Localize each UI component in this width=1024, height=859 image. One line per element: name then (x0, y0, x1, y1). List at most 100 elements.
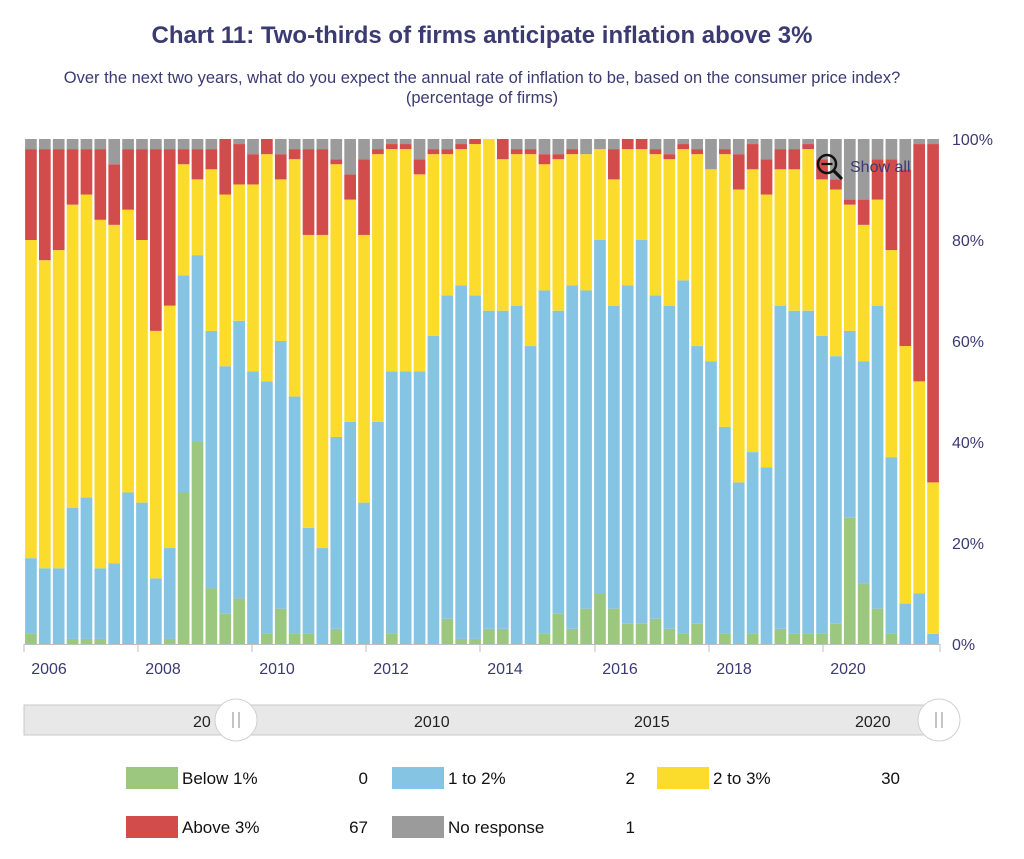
bar-stack-8[interactable] (122, 139, 134, 644)
bar-stack-14[interactable] (205, 139, 218, 644)
bar-segment-below-1 (455, 638, 468, 644)
bar-stack-30[interactable] (427, 139, 440, 644)
navigator-left-handle[interactable] (214, 698, 258, 742)
bar-stack-55[interactable] (774, 139, 787, 644)
bar-segment-below-1 (608, 608, 620, 644)
bar-stack-15[interactable] (219, 139, 232, 644)
bar-stack-21[interactable] (302, 139, 315, 644)
legend-item-above-3[interactable]: Above 3% 67 (126, 815, 368, 839)
bar-stack-34[interactable] (483, 139, 495, 644)
legend-item-below-1[interactable]: Below 1% 0 (126, 766, 368, 790)
bar-segment-above-3 (524, 149, 537, 155)
bar-stack-7[interactable] (108, 139, 121, 644)
range-navigator[interactable]: 20 2010 2015 2020 (23, 698, 961, 742)
bar-stack-61[interactable] (857, 139, 870, 644)
bar-stack-64[interactable] (899, 139, 912, 644)
bar-stack-51[interactable] (719, 139, 731, 644)
bar-stack-6[interactable] (94, 139, 107, 644)
bar-segment-above-3 (802, 144, 814, 150)
bar-stack-42[interactable] (594, 139, 606, 644)
bar-stack-32[interactable] (455, 139, 468, 644)
bar-segment-1-to-2 (385, 371, 398, 634)
bar-stack-5[interactable] (80, 139, 93, 644)
bar-stack-41[interactable] (580, 139, 592, 644)
bar-stack-20[interactable] (288, 139, 301, 644)
bar-segment-no-response (163, 139, 176, 150)
bar-stack-37[interactable] (524, 139, 537, 644)
navigator-right-handle[interactable] (917, 698, 961, 742)
bar-stack-39[interactable] (552, 139, 565, 644)
bar-stack-19[interactable] (274, 139, 287, 644)
bar-stack-53[interactable] (746, 139, 759, 644)
bar-stack-27[interactable] (385, 139, 398, 644)
bar-segment-no-response (344, 139, 356, 175)
bar-stack-45[interactable] (635, 139, 648, 644)
bar-segment-no-response (594, 139, 606, 150)
bar-stack-65[interactable] (913, 139, 926, 644)
bar-stack-31[interactable] (441, 139, 454, 644)
bar-segment-2-to-3 (274, 179, 287, 341)
bar-stack-13[interactable] (191, 139, 204, 644)
bar-stack-35[interactable] (496, 139, 509, 644)
bar-segment-2-to-3 (802, 149, 814, 311)
bar-stack-23[interactable] (330, 139, 343, 644)
bar-stack-40[interactable] (566, 139, 579, 644)
bar-segment-above-3 (663, 154, 676, 160)
bar-stack-4[interactable] (66, 139, 79, 644)
bar-stack-16[interactable] (233, 139, 245, 644)
bar-stack-2[interactable] (38, 139, 51, 644)
bar-segment-1-to-2 (774, 305, 787, 629)
bar-stack-58[interactable] (816, 139, 828, 644)
bar-stack-49[interactable] (691, 139, 703, 644)
bar-stack-33[interactable] (469, 139, 481, 644)
bar-stack-1[interactable] (25, 139, 37, 644)
x-axis-ticks: 2006 2008 2010 2012 2014 2016 2018 2020 (23, 644, 941, 678)
bar-stack-9[interactable] (136, 139, 148, 644)
bar-stack-54[interactable] (760, 139, 773, 644)
bar-segment-1-to-2 (663, 305, 676, 629)
bar-segment-1-to-2 (66, 507, 79, 639)
bar-stack-36[interactable] (510, 139, 523, 644)
bar-stack-57[interactable] (802, 139, 814, 644)
bar-segment-2-to-3 (816, 179, 828, 336)
bar-stack-22[interactable] (316, 139, 329, 644)
bar-stack-52[interactable] (732, 139, 745, 644)
bar-stack-48[interactable] (677, 139, 690, 644)
bar-stack-47[interactable] (663, 139, 676, 644)
bar-segment-2-to-3 (191, 179, 204, 256)
legend-item-no-response[interactable]: No response 1 (392, 815, 635, 839)
legend-item-1-to-2[interactable]: 1 to 2% 2 (392, 766, 635, 790)
bar-segment-no-response (136, 139, 148, 150)
bar-stack-28[interactable] (399, 139, 412, 644)
bar-stack-17[interactable] (247, 139, 259, 644)
bar-stack-56[interactable] (788, 139, 801, 644)
legend-item-2-to-3[interactable]: 2 to 3% 30 (657, 766, 900, 790)
bar-stack-18[interactable] (261, 139, 273, 644)
bar-stack-38[interactable] (538, 139, 551, 644)
bar-stack-11[interactable] (163, 139, 176, 644)
bar-stack-3[interactable] (52, 139, 65, 644)
bar-segment-2-to-3 (649, 154, 662, 296)
bar-stack-25[interactable] (358, 139, 370, 644)
bar-segment-2-to-3 (732, 189, 745, 483)
bar-stack-59[interactable] (830, 139, 842, 644)
bar-stack-43[interactable] (608, 139, 620, 644)
bar-stack-10[interactable] (150, 139, 162, 644)
bar-stack-60[interactable] (843, 139, 856, 644)
bar-segment-above-3 (191, 149, 204, 180)
bar-stack-29[interactable] (413, 139, 426, 644)
bar-segment-1-to-2 (247, 371, 259, 644)
bar-stack-63[interactable] (885, 139, 898, 644)
bar-segment-no-response (663, 139, 676, 155)
x-tick-label: 2012 (373, 661, 409, 678)
bar-stack-44[interactable] (621, 139, 634, 644)
bar-stack-66[interactable] (927, 139, 939, 644)
bar-stack-12[interactable] (177, 139, 190, 644)
bar-segment-2-to-3 (843, 204, 856, 331)
show-all-button[interactable]: Show all (816, 153, 910, 180)
bar-stack-50[interactable] (705, 139, 717, 644)
bar-stack-46[interactable] (649, 139, 662, 644)
bar-stack-24[interactable] (344, 139, 356, 644)
bar-stack-62[interactable] (871, 139, 884, 644)
bar-stack-26[interactable] (372, 139, 384, 644)
